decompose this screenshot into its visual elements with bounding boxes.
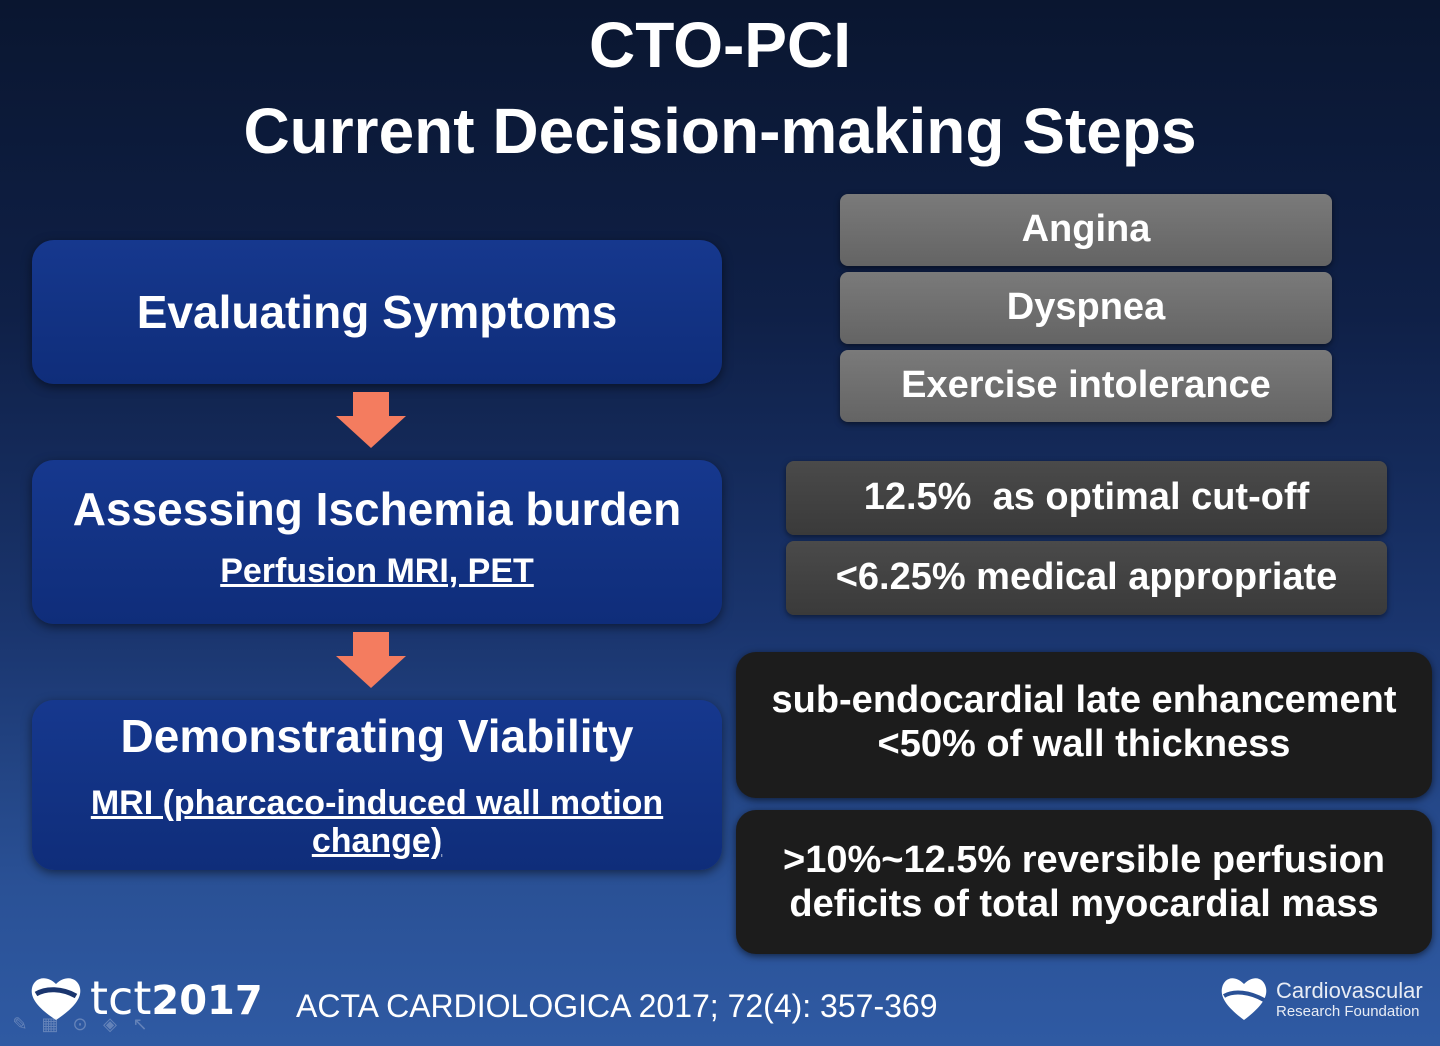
box-line: deficits of total myocardial mass: [789, 883, 1379, 925]
pointer-icon[interactable]: ◈: [103, 1014, 117, 1034]
down-arrow-icon: [336, 392, 406, 448]
step-demonstrating-viability: Demonstrating Viability MRI (pharcaco-in…: [32, 700, 722, 870]
box-line: sub-endocardial late enhancement: [771, 679, 1397, 721]
crf-logo: Cardiovascular Research Foundation: [1218, 974, 1428, 1030]
tct-logo-text: tct2017: [90, 970, 263, 1029]
step-subtitle-link[interactable]: MRI (pharcaco-induced wall motion change…: [90, 784, 664, 860]
step-evaluating-symptoms: Evaluating Symptoms: [32, 240, 722, 384]
cursor-icon[interactable]: ↖: [132, 1014, 148, 1034]
slides-icon[interactable]: ▦: [41, 1014, 59, 1034]
step-assessing-ischemia: Assessing Ischemia burden Perfusion MRI,…: [32, 460, 722, 624]
step-subtitle-link[interactable]: Perfusion MRI, PET: [220, 552, 534, 590]
tct-logo-year: 2017: [151, 978, 263, 1024]
tct-logo: tct2017: [28, 968, 263, 1028]
presenter-toolbar[interactable]: ✎ ▦ ⊙ ◈ ↖: [10, 1014, 170, 1042]
box-line: <50% of wall thickness: [877, 723, 1291, 765]
heart-logo-icon: [31, 978, 81, 1020]
viability-late-enhancement-box: sub-endocardial late enhancement <50% of…: [736, 652, 1432, 798]
viability-perfusion-box: >10%~12.5% reversible perfusion deficits…: [736, 810, 1432, 954]
crf-name: Cardiovascular: [1276, 978, 1423, 1003]
symptom-exercise-intolerance: Exercise intolerance: [840, 350, 1332, 422]
crf-subtitle: Research Foundation: [1276, 1003, 1420, 1020]
zoom-icon[interactable]: ⊙: [72, 1014, 88, 1034]
slide-title-line2: Current Decision-making Steps: [243, 95, 1197, 167]
symptom-angina: Angina: [840, 194, 1332, 266]
symptom-dyspnea: Dyspnea: [840, 272, 1332, 344]
step-title: Assessing Ischemia burden: [72, 483, 682, 535]
box-line: >10%~12.5% reversible perfusion: [783, 839, 1385, 881]
pen-icon[interactable]: ✎: [12, 1014, 28, 1034]
down-arrow-icon: [336, 632, 406, 688]
slide-title-line1: CTO-PCI: [589, 9, 851, 81]
tct-logo-word: tct: [90, 971, 152, 1025]
step-title: Demonstrating Viability: [120, 710, 634, 762]
ischemia-medical-box: <6.25% medical appropriate: [786, 541, 1387, 615]
ischemia-cutoff-box: 12.5% as optimal cut-off: [786, 461, 1387, 535]
crf-heart-icon: [1221, 978, 1267, 1020]
step-title: Evaluating Symptoms: [136, 286, 618, 338]
citation: ACTA CARDIOLOGICA 2017; 72(4): 357-369: [296, 988, 938, 1024]
